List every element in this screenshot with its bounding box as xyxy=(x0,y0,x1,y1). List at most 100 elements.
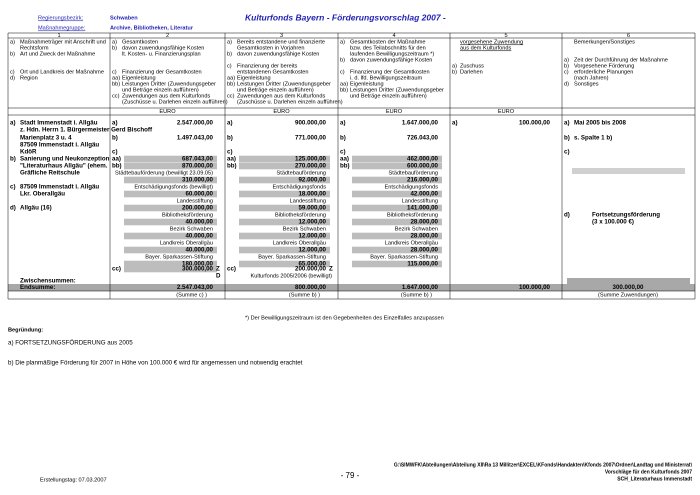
column-header-text: Eigenleistung xyxy=(122,75,156,81)
file-path: G:\SIMWFK\Abteilungen\Abteilung XII\Ra 1… xyxy=(394,462,693,468)
column-header-text: und Beträge einzeln aufführen) xyxy=(237,87,314,93)
shade xyxy=(352,162,442,170)
shade xyxy=(352,204,442,212)
column-header-marker: cc) xyxy=(227,93,235,99)
entry-text: Entschädigungsfonds xyxy=(385,184,439,190)
column-header-marker: a) xyxy=(452,63,457,69)
shade xyxy=(352,232,442,240)
column-header-marker: a) xyxy=(340,39,345,45)
entry-text: Mai 2005 bis 2008 xyxy=(574,120,627,127)
entry-marker: c) xyxy=(10,184,16,191)
final-sum: 300.000,00 xyxy=(613,284,645,291)
entry-marker: a) xyxy=(452,120,458,127)
shade xyxy=(352,176,442,184)
shade xyxy=(352,190,442,198)
entry-text: Landkreis Oberallgäu xyxy=(273,240,326,246)
shade xyxy=(239,246,330,254)
column-header-marker: aa) xyxy=(340,81,348,87)
column-header-marker: a) xyxy=(564,57,569,63)
entry-text: Landesstiftung xyxy=(177,198,213,204)
shade xyxy=(124,176,217,184)
currency: EURO xyxy=(159,109,176,115)
table: 1 2 3 4 5 6 a) Maßnahmeträger mit Anschrift und… xyxy=(7,32,696,300)
entry-text: 600.000,00 xyxy=(407,163,439,170)
column-header-text: Finanzierung der bereits xyxy=(237,63,298,69)
entry-text: 18.000,00 xyxy=(298,191,326,198)
entry-text: 771.000,00 xyxy=(295,135,327,142)
entry-text: Bibliotheksförderung xyxy=(387,212,438,218)
shade xyxy=(124,162,217,170)
column-header-text: Bereits entstandene und finanzierte xyxy=(237,39,325,45)
entry-suffix: Z xyxy=(329,266,333,273)
column-number: 4 xyxy=(392,33,395,39)
entry-marker: b) xyxy=(227,135,233,142)
shade xyxy=(239,162,330,170)
column-header-text: Leistungen Dritter (Zuwendungsgeber xyxy=(350,87,444,93)
entry-text: Bezirk Schwaben xyxy=(170,226,213,232)
column-header-text: Sonstiges xyxy=(574,81,599,87)
column-header-marker: d) xyxy=(10,75,15,81)
entry-marker: b) xyxy=(10,156,16,163)
entry-marker: a) xyxy=(564,120,570,127)
column-header-text: vorgesehene Zuwendung xyxy=(460,39,523,45)
entry-text: Städtebauförderung xyxy=(389,170,438,176)
entry-marker: b) xyxy=(564,135,570,142)
entry-marker: d) xyxy=(10,205,16,212)
currency: EURO xyxy=(498,109,515,115)
entry-text: 28.000,00 xyxy=(410,247,438,254)
district: Schwaben xyxy=(110,15,138,21)
sum-note: (Summe Zuwendungen) xyxy=(598,292,658,298)
district-label: Regierungsbezirk: xyxy=(38,15,84,21)
entry-text: 87509 Immenstadt i. Allgäu xyxy=(20,184,99,191)
column-header-text: und Beträge einzeln aufführen) xyxy=(350,93,427,99)
entry-text: Bayer. Sparkassen-Stiftung xyxy=(370,254,438,260)
final-sum: 2.547.043,00 xyxy=(177,284,214,291)
shade xyxy=(124,246,217,254)
column-header-text: bzw. des Teilabschnitts für den xyxy=(350,45,426,51)
entry-text: 28.000,00 xyxy=(410,219,438,226)
column-header-text: Zuwendungen aus dem Kulturfonds xyxy=(237,93,326,99)
entry-text: z. Hdn. Herrn 1. Bürgermeister Gerd Bisc… xyxy=(20,127,153,134)
shade xyxy=(124,190,217,198)
column-header-text: Finanzierung der Gesamtkosten xyxy=(350,69,430,75)
entry-text: Landkreis Oberallgäu xyxy=(385,240,438,246)
entry-marker: a) xyxy=(227,120,233,127)
column-header-marker: aa) xyxy=(112,75,120,81)
entry-marker: aa) xyxy=(340,156,349,163)
shade xyxy=(239,204,330,212)
column-header-text: Gesamtkosten der Maßnahme xyxy=(350,39,426,45)
shade xyxy=(239,190,330,198)
column-header-text: Finanzierung der Gesamtkosten xyxy=(122,69,202,75)
column-number: 1 xyxy=(57,33,60,39)
entry-marker: bb) xyxy=(227,163,237,170)
column-header-marker: c) xyxy=(564,69,569,75)
entry-text: 1.647.000,00 xyxy=(402,120,439,127)
entry-text: 300.000,00 xyxy=(182,266,214,273)
column-header-marker: b) xyxy=(227,51,232,57)
column-number: 6 xyxy=(627,33,630,39)
entry-marker: a) xyxy=(112,120,118,127)
shade xyxy=(567,278,690,284)
column-header-text: Gesamtkosten xyxy=(122,39,158,45)
column-header-marker: cc) xyxy=(112,93,120,99)
entry-suffix: Z xyxy=(216,266,220,273)
justification-label: Begründung: xyxy=(8,327,43,333)
entry-text: 28.000,00 xyxy=(410,233,438,240)
column-header-marker: a) xyxy=(227,39,232,45)
entry-marker: c) xyxy=(564,149,570,156)
entry-marker: b) xyxy=(112,135,118,142)
entry-marker: bb) xyxy=(112,163,122,170)
column-header-text: Leistungen Dritter (Zuwendungsgeber xyxy=(122,81,216,87)
entry-marker: a) xyxy=(340,120,346,127)
column-header-marker: b) xyxy=(564,63,569,69)
entry-text: Bayer. Sparkassen-Stiftung xyxy=(258,254,326,260)
column-header-marker: d) xyxy=(564,81,569,87)
sum-note: (Summe b) ) xyxy=(401,292,432,298)
entry-text: 200.000,00 xyxy=(295,266,327,273)
group: Archive, Bibliotheken, Literatur xyxy=(110,25,194,31)
entry-text: KdöR xyxy=(20,149,37,156)
column-header-marker: b) xyxy=(112,45,117,51)
column-header-text: Vorgesehene Förderung xyxy=(574,63,634,69)
sum-note: (Summe b) ) xyxy=(289,292,320,298)
